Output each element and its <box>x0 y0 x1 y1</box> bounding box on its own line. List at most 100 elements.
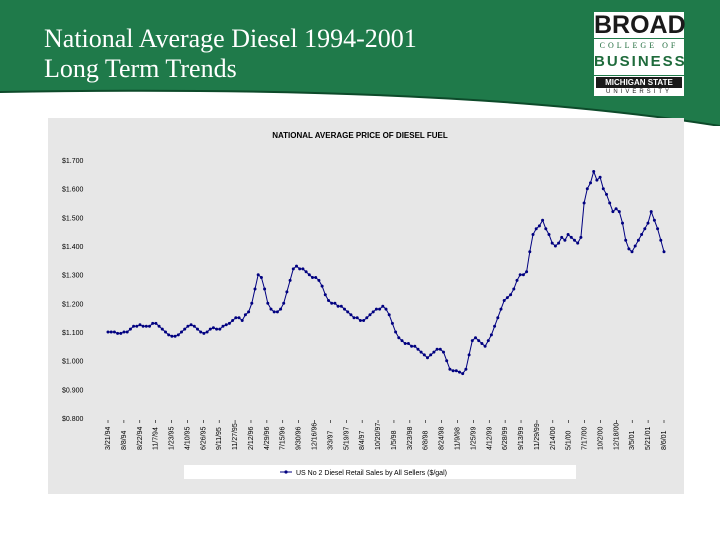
data-point <box>528 250 532 254</box>
x-tick-label: 8/22/94 <box>137 427 144 450</box>
data-point <box>662 250 666 254</box>
data-point <box>352 316 356 320</box>
data-point <box>521 273 525 277</box>
y-tick-label: $1.000 <box>62 359 84 366</box>
data-point <box>390 321 394 325</box>
legend-swatch-marker <box>284 470 288 474</box>
y-tick-label: $1.600 <box>62 187 84 194</box>
data-point <box>505 296 509 300</box>
data-point <box>643 227 647 231</box>
data-point <box>307 273 311 277</box>
data-point <box>285 290 289 294</box>
data-point <box>445 359 449 363</box>
legend: US No 2 Diesel Retail Sales by All Selle… <box>184 465 576 479</box>
y-tick-label: $1.300 <box>62 273 84 280</box>
data-point <box>474 336 477 340</box>
data-point <box>633 244 637 248</box>
data-point <box>592 170 596 173</box>
x-tick-label: 11/7/94 <box>153 427 160 450</box>
data-point <box>636 238 640 242</box>
data-point <box>234 316 238 320</box>
data-point <box>467 353 471 357</box>
data-point <box>311 276 314 279</box>
data-point <box>263 287 267 291</box>
data-point <box>493 324 497 328</box>
data-point <box>128 327 132 331</box>
x-tick-label: 1/23/95 <box>169 427 176 450</box>
data-point <box>183 327 187 331</box>
y-tick-label: $0.900 <box>62 387 84 394</box>
x-tick-label: 10/2/00 <box>597 427 604 450</box>
data-point <box>224 323 228 327</box>
data-point <box>585 187 589 191</box>
data-point <box>349 313 353 317</box>
data-point <box>656 227 660 231</box>
x-tick-label: 11/27/95 <box>232 423 239 450</box>
data-point <box>330 301 334 305</box>
x-tick-label: 4/10/95 <box>184 427 191 450</box>
data-point <box>649 210 653 214</box>
chart-panel: NATIONAL AVERAGE PRICE OF DIESEL FUEL $1… <box>48 118 684 494</box>
data-point <box>598 175 602 179</box>
data-point <box>400 339 404 343</box>
data-point <box>374 307 378 311</box>
data-point <box>339 304 343 308</box>
data-point <box>515 278 519 282</box>
data-point <box>595 178 599 182</box>
data-point <box>544 227 548 231</box>
data-point <box>266 301 270 305</box>
data-point <box>566 233 570 236</box>
data-point <box>509 293 513 297</box>
data-point <box>429 353 433 357</box>
data-point <box>211 326 215 330</box>
logo-michigan-state-text: MICHIGAN STATE <box>596 77 682 88</box>
data-point <box>537 224 541 228</box>
x-tick-label: 5/21/01 <box>645 427 652 450</box>
data-point <box>563 238 567 242</box>
data-point <box>288 278 292 282</box>
data-point <box>394 330 398 334</box>
data-point <box>397 336 401 340</box>
data-point <box>243 313 247 317</box>
data-point <box>135 324 139 328</box>
data-point <box>208 327 212 331</box>
data-point <box>304 270 308 274</box>
x-tick-label: 3/23/98 <box>407 427 414 450</box>
data-point <box>486 339 490 343</box>
data-point <box>448 367 452 371</box>
data-point <box>221 324 225 328</box>
data-point <box>323 293 327 297</box>
slide-title: National Average Diesel 1994-2001 Long T… <box>44 24 417 84</box>
data-point <box>611 210 615 214</box>
data-point <box>483 344 487 348</box>
data-point <box>160 327 164 331</box>
data-point <box>250 301 254 305</box>
data-point <box>167 333 171 337</box>
data-point <box>180 330 183 334</box>
data-point <box>426 356 429 360</box>
header-green-band <box>0 0 720 126</box>
slide-title-line-2: Long Term Trends <box>44 54 237 83</box>
x-tick-label: 5/19/97 <box>343 427 350 450</box>
data-point <box>256 273 260 277</box>
data-point <box>387 313 391 317</box>
data-point <box>259 276 263 279</box>
data-point <box>240 319 244 322</box>
data-point <box>560 235 564 239</box>
x-tick-label: 5/1/00 <box>566 430 573 450</box>
logo-university-text: UNIVERSITY <box>605 89 672 95</box>
data-point <box>176 333 180 337</box>
data-point <box>320 284 324 288</box>
data-point <box>621 221 624 225</box>
x-tick-label: 3/21/94 <box>105 427 112 450</box>
data-point <box>116 331 120 335</box>
data-point <box>346 310 350 314</box>
y-axis-labels: $1.700 $1.600 $1.500 $1.400 $1.300 $1.200 $1.1… <box>62 158 84 423</box>
data-point <box>646 221 650 225</box>
x-tick-label: 1/25/99 <box>470 427 477 450</box>
data-point <box>141 324 145 328</box>
data-point <box>627 247 631 251</box>
data-point <box>199 330 203 334</box>
series-line <box>108 169 665 375</box>
data-point <box>547 233 551 236</box>
